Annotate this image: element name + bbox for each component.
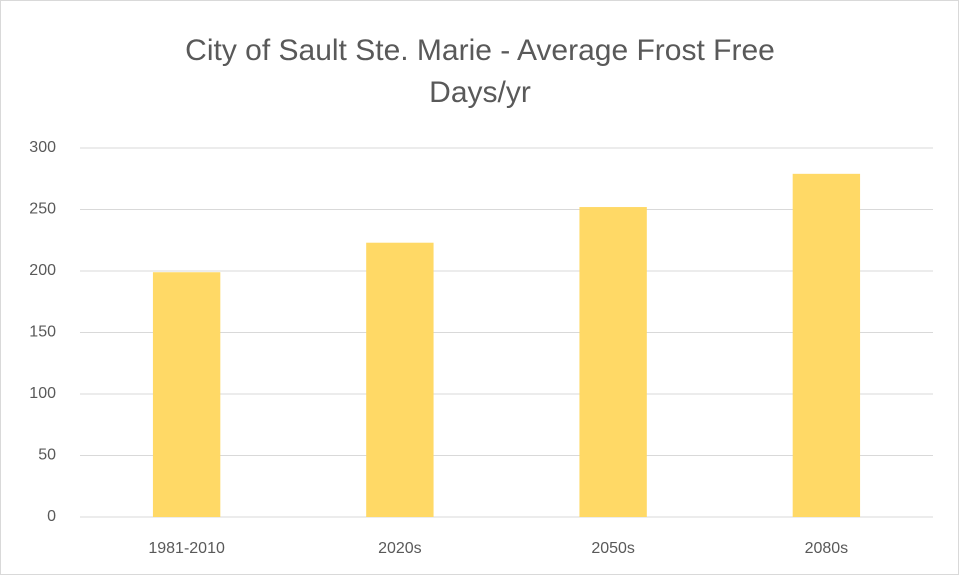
y-tick-label: 50 — [38, 447, 56, 464]
y-tick-label: 250 — [29, 201, 56, 218]
y-tick-label: 150 — [29, 324, 56, 341]
bar — [579, 207, 647, 518]
bar — [152, 272, 221, 517]
y-tick-label: 0 — [47, 508, 56, 525]
bar — [792, 173, 861, 517]
y-tick-label: 200 — [29, 262, 56, 279]
chart-title: City of Sault Ste. Marie - Average Frost… — [185, 34, 775, 109]
x-tick-label: 2050s — [591, 540, 635, 557]
x-tick-label: 2080s — [805, 540, 849, 557]
x-tick-label: 1981-2010 — [148, 540, 225, 557]
x-tick-label: 2020s — [378, 540, 422, 557]
bar — [366, 242, 434, 517]
y-tick-label: 100 — [29, 385, 56, 402]
y-tick-label: 300 — [29, 139, 56, 156]
